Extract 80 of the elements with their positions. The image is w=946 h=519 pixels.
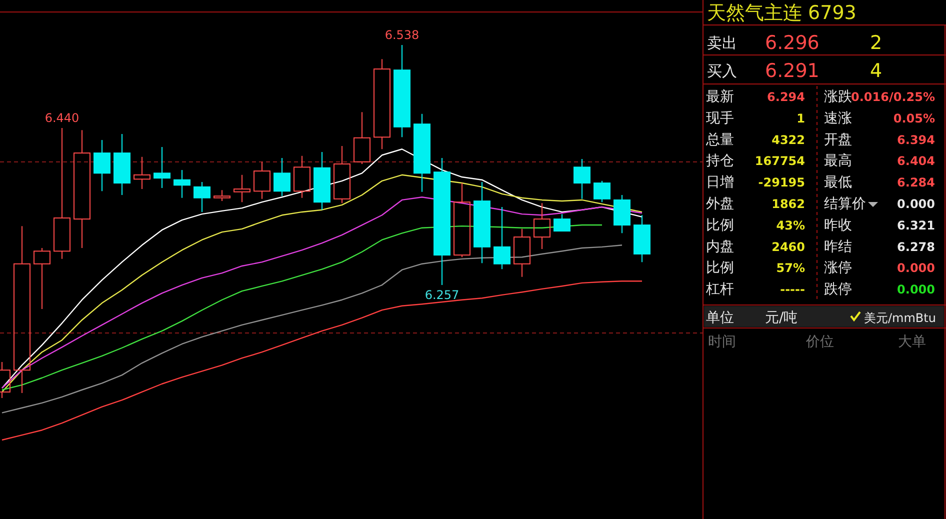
text: 昨结 — [824, 238, 852, 255]
text: 跌停 — [824, 282, 852, 298]
candlestick — [514, 228, 530, 278]
text: 单位 — [706, 310, 734, 326]
text: 最高 — [824, 153, 852, 170]
candlestick — [394, 44, 410, 138]
text: 2 — [870, 32, 882, 54]
candlestick — [614, 194, 630, 234]
text: 4 — [870, 60, 882, 82]
candlestick — [234, 174, 250, 203]
text: 比例 — [706, 260, 734, 276]
candlestick — [14, 226, 30, 394]
text: 涨跌 — [824, 89, 852, 105]
candlestick — [134, 156, 150, 190]
text: 2460 — [772, 240, 805, 254]
candlestick — [74, 130, 90, 248]
text: 4322 — [772, 132, 805, 147]
text: 6.321 — [897, 218, 935, 232]
text: 比例 — [706, 217, 734, 234]
text: 外盘 — [706, 196, 734, 212]
candlestick — [474, 181, 490, 264]
text: ----- — [780, 282, 806, 297]
text: 日增 — [706, 174, 734, 191]
text: 6.294 — [767, 90, 805, 104]
text: 价位 — [805, 334, 834, 350]
text: 1 — [796, 111, 805, 126]
text: 结算价 — [824, 196, 866, 212]
text: 速涨 — [824, 110, 852, 126]
text: 杠杆 — [705, 282, 734, 298]
text: 元/吨 — [765, 310, 798, 326]
text: 6.278 — [897, 240, 935, 254]
text: -29195 — [758, 176, 805, 190]
text: 美元/mmBtu — [864, 311, 936, 325]
candlestick — [274, 157, 290, 197]
candlestick — [294, 155, 310, 198]
candlestick — [174, 169, 190, 198]
candlestick — [94, 139, 110, 192]
text: 天然气主连 6793 — [707, 2, 856, 24]
text: 43% — [776, 218, 805, 232]
text: 0.016/0.25% — [851, 90, 935, 104]
candlestick — [54, 127, 70, 260]
candlestick — [374, 58, 390, 150]
text: 总量 — [705, 132, 734, 148]
text: 内盘 — [706, 238, 734, 255]
text: 167754 — [754, 154, 805, 168]
candlestick — [154, 146, 170, 188]
annotation: 6.257 — [424, 288, 460, 302]
text: 6.291 — [765, 60, 820, 82]
text: 6.284 — [897, 176, 935, 190]
text: 最新 — [706, 89, 734, 105]
text: 开盘 — [824, 132, 852, 148]
text: 大单 — [898, 334, 926, 350]
candlestick — [414, 113, 430, 192]
text: 0.000 — [897, 282, 935, 297]
annotation: 6.440 — [44, 110, 80, 125]
candlestick — [114, 133, 130, 196]
text: 6.404 — [897, 154, 935, 168]
text: 6.394 — [897, 132, 935, 147]
candlestick — [254, 161, 270, 200]
text: 现手 — [706, 110, 734, 126]
text: 时间 — [708, 334, 736, 350]
text: 0.000 — [897, 261, 935, 276]
annotation: 6.538 — [384, 28, 420, 42]
text: 持仓 — [706, 153, 734, 170]
candlestick — [314, 151, 330, 210]
text: 买入 — [707, 62, 737, 80]
text: 涨停 — [824, 260, 852, 276]
text: 卖出 — [707, 34, 737, 52]
text: 0.000 — [897, 197, 935, 211]
text: 1862 — [772, 197, 805, 211]
text: 最低 — [824, 174, 852, 191]
candlestick — [634, 214, 650, 263]
candlestick — [194, 181, 210, 212]
text: 57% — [776, 261, 805, 276]
text: 6.296 — [765, 32, 820, 54]
candlestick — [574, 158, 590, 200]
candlestick — [534, 202, 550, 250]
candlestick — [434, 157, 450, 286]
text: 0.05% — [893, 111, 935, 126]
text: 昨收 — [824, 217, 852, 234]
